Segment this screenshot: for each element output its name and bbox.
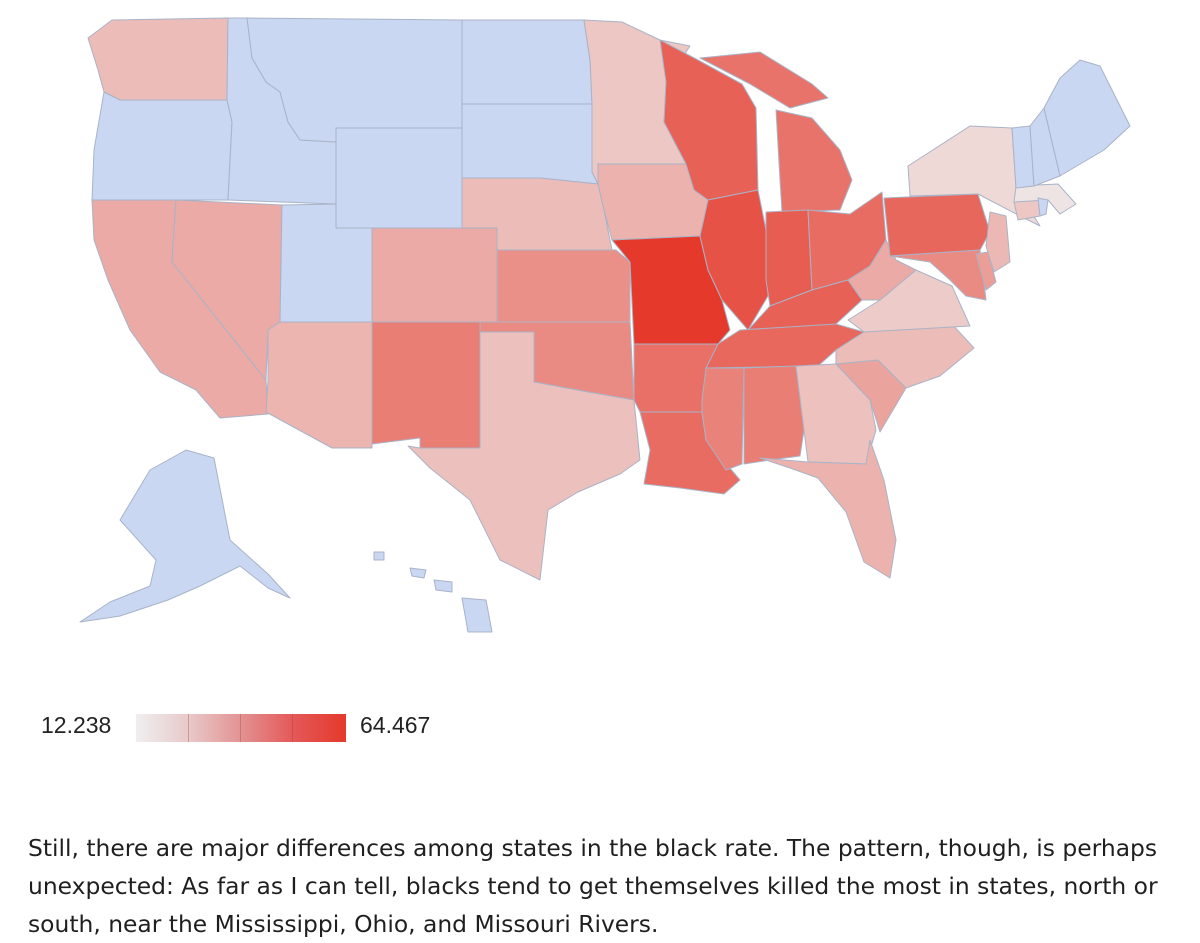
- state-kansas[interactable]: [496, 249, 631, 323]
- state-maine[interactable]: [1043, 59, 1131, 177]
- state-alaska[interactable]: [79, 449, 291, 623]
- state-texas[interactable]: [407, 331, 641, 581]
- legend-min-label: 12.238: [41, 712, 112, 738]
- map-canvas: [79, 17, 1131, 633]
- state-new-mexico[interactable]: [371, 321, 481, 449]
- state-delaware[interactable]: [975, 251, 997, 291]
- state-south-dakota[interactable]: [461, 103, 599, 185]
- state-colorado[interactable]: [371, 227, 498, 323]
- state-michigan[interactable]: [699, 51, 853, 213]
- us-choropleth-map: [79, 17, 1131, 633]
- state-alabama[interactable]: [743, 365, 805, 465]
- state-pennsylvania[interactable]: [883, 193, 991, 257]
- legend-gradient-bar: [136, 714, 346, 742]
- state-arizona[interactable]: [265, 321, 373, 449]
- state-hawaii[interactable]: [373, 551, 493, 633]
- state-west-virginia[interactable]: [847, 239, 917, 301]
- state-maryland[interactable]: [889, 249, 987, 301]
- legend-max-label: 64.467: [360, 712, 431, 738]
- color-legend: 12.238 64.467: [0, 706, 1200, 746]
- state-new-york[interactable]: [907, 125, 1041, 227]
- state-florida[interactable]: [759, 439, 897, 579]
- state-washington[interactable]: [87, 17, 229, 101]
- article-paragraph: Still, there are major differences among…: [28, 834, 1158, 939]
- state-indiana[interactable]: [765, 209, 813, 307]
- state-new-jersey[interactable]: [985, 211, 1011, 273]
- state-rhode-island[interactable]: [1037, 197, 1049, 217]
- state-oregon[interactable]: [91, 91, 233, 201]
- state-wyoming[interactable]: [335, 127, 463, 229]
- state-north-dakota[interactable]: [461, 19, 593, 105]
